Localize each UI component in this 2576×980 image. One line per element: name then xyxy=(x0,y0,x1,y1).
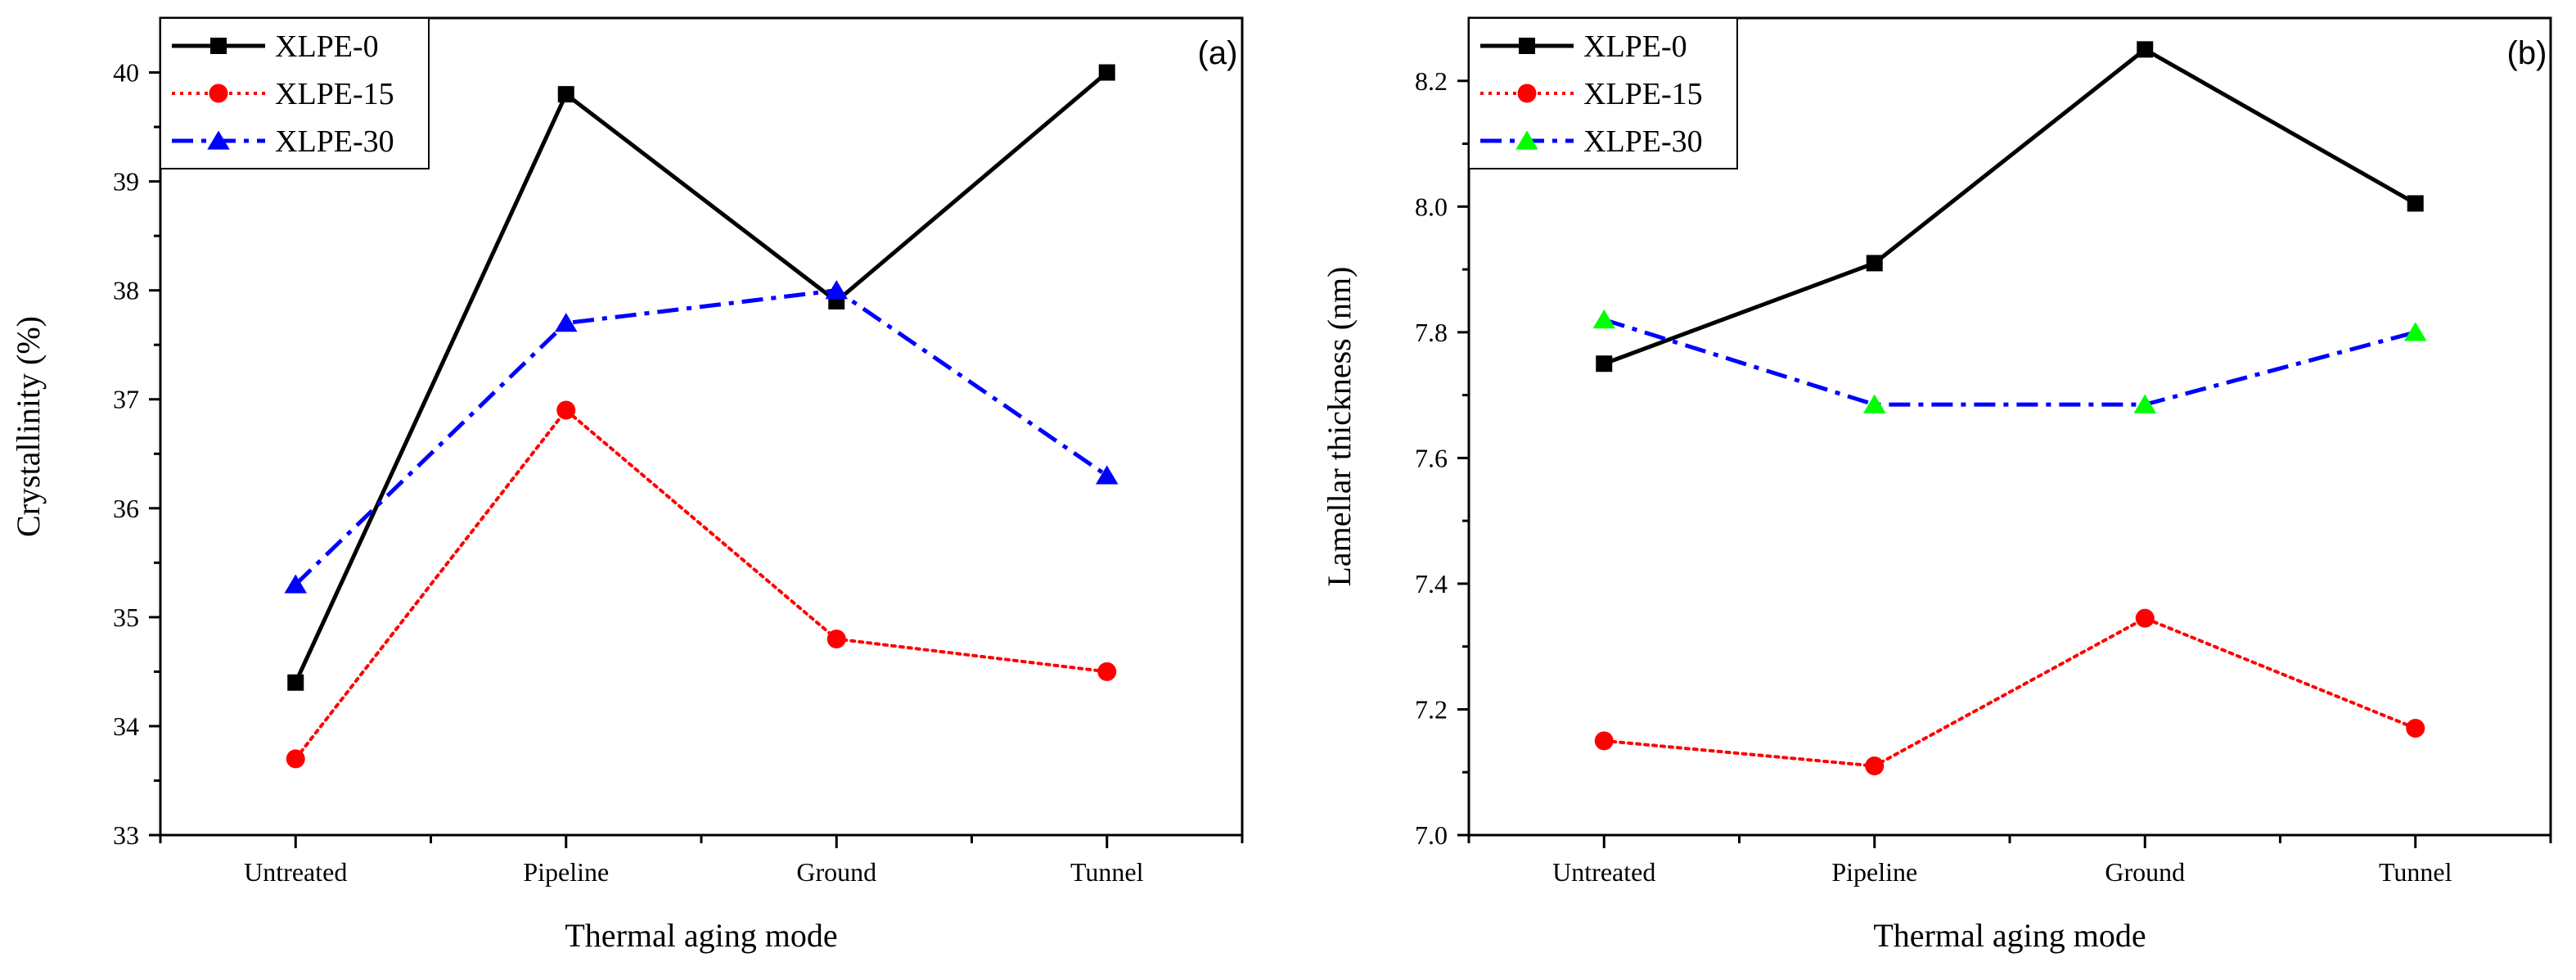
y-tick-label: 34 xyxy=(113,711,139,741)
series-xlpe-15 xyxy=(1594,608,2425,776)
legend-label: XLPE-0 xyxy=(1583,29,1687,64)
legend-marker xyxy=(209,84,228,103)
y-tick-label: 7.2 xyxy=(1415,694,1448,724)
x-tick-label: Tunnel xyxy=(2379,857,2452,887)
data-point xyxy=(1097,662,1117,681)
y-tick-label: 7.0 xyxy=(1415,820,1448,850)
series-line xyxy=(1603,47,2416,366)
y-tick-label: 33 xyxy=(113,820,139,850)
data-point xyxy=(555,313,578,332)
data-point xyxy=(287,674,304,691)
series-xlpe-30 xyxy=(1592,309,2427,413)
data-point xyxy=(2137,41,2154,58)
y-tick-label: 40 xyxy=(113,58,139,88)
legend-label: XLPE-0 xyxy=(275,29,379,64)
data-point xyxy=(2404,322,2427,341)
x-tick-label: Ground xyxy=(796,857,876,887)
legend: XLPE-0 XLPE-15 XLPE-30 xyxy=(160,17,430,169)
panel-label: (a) xyxy=(1198,35,1238,71)
series-xlpe-0 xyxy=(1596,41,2424,373)
y-tick-label: 7.8 xyxy=(1415,318,1448,347)
series-line xyxy=(294,409,1109,761)
legend-label: XLPE-30 xyxy=(275,124,394,159)
data-point xyxy=(826,629,846,648)
data-point xyxy=(2135,608,2155,628)
data-point xyxy=(1098,64,1115,81)
y-tick-label: 38 xyxy=(113,276,139,305)
legend-marker xyxy=(1515,130,1538,150)
x-axis-title: Thermal aging mode xyxy=(1873,917,2146,954)
data-point xyxy=(1863,394,1886,413)
x-tick-label: Pipeline xyxy=(523,857,609,887)
data-point xyxy=(1592,309,1615,329)
y-axis-title: Crystallinity (%) xyxy=(10,316,47,537)
data-point xyxy=(2133,394,2156,413)
x-tick-label: Untreated xyxy=(244,857,347,887)
legend-marker xyxy=(1517,84,1537,103)
y-axis-title: Lamellar thickness (nm) xyxy=(1321,267,1358,587)
data-point xyxy=(284,574,307,594)
legend-label: XLPE-15 xyxy=(1583,77,1703,111)
data-point xyxy=(2406,718,2425,738)
series-line xyxy=(293,70,1109,684)
y-tick-label: 7.4 xyxy=(1415,569,1448,598)
y-tick-label: 8.2 xyxy=(1415,66,1448,96)
x-axis-title: Thermal aging mode xyxy=(565,917,837,954)
legend-marker xyxy=(210,38,227,54)
legend-label: XLPE-15 xyxy=(275,77,394,111)
series-line xyxy=(1602,616,2417,768)
x-tick-label: Untreated xyxy=(1552,857,1655,887)
data-point xyxy=(1096,465,1119,485)
data-point xyxy=(286,749,305,769)
data-point xyxy=(557,86,574,103)
chart-panel-b: 7.0 7.2 7.4 7.6 7.8 8.0 8.2 Untreated Pipeline Gr… xyxy=(1321,16,2552,954)
series-line xyxy=(1603,318,2416,407)
x-tick-label: Ground xyxy=(2105,857,2185,887)
data-point xyxy=(1594,731,1614,751)
series-xlpe-30 xyxy=(284,280,1119,594)
series-line xyxy=(294,288,1109,586)
x-tick-label: Tunnel xyxy=(1070,857,1144,887)
y-tick-label: 36 xyxy=(113,494,139,523)
legend: XLPE-0 XLPE-15 XLPE-30 xyxy=(1468,17,1738,169)
data-point xyxy=(2407,195,2424,212)
data-point xyxy=(1596,355,1613,373)
y-tick-label: 39 xyxy=(113,167,139,196)
series-xlpe-15 xyxy=(286,400,1117,769)
data-point xyxy=(1865,756,1885,776)
legend-marker xyxy=(207,130,230,150)
chart-panel-a: 33 34 35 36 37 38 39 40 Untreated Pipeline Ground T… xyxy=(10,16,1244,954)
data-point xyxy=(556,400,576,420)
y-tick-label: 8.0 xyxy=(1415,192,1448,221)
legend-marker xyxy=(1519,38,1535,54)
y-tick-label: 37 xyxy=(113,385,139,414)
data-point xyxy=(1866,255,1883,272)
x-tick-label: Pipeline xyxy=(1831,857,1917,887)
data-point xyxy=(825,280,848,300)
y-tick-label: 35 xyxy=(113,603,139,632)
panel-label: (b) xyxy=(2507,35,2547,71)
legend-label: XLPE-30 xyxy=(1583,124,1703,159)
y-tick-label: 7.6 xyxy=(1415,443,1448,472)
